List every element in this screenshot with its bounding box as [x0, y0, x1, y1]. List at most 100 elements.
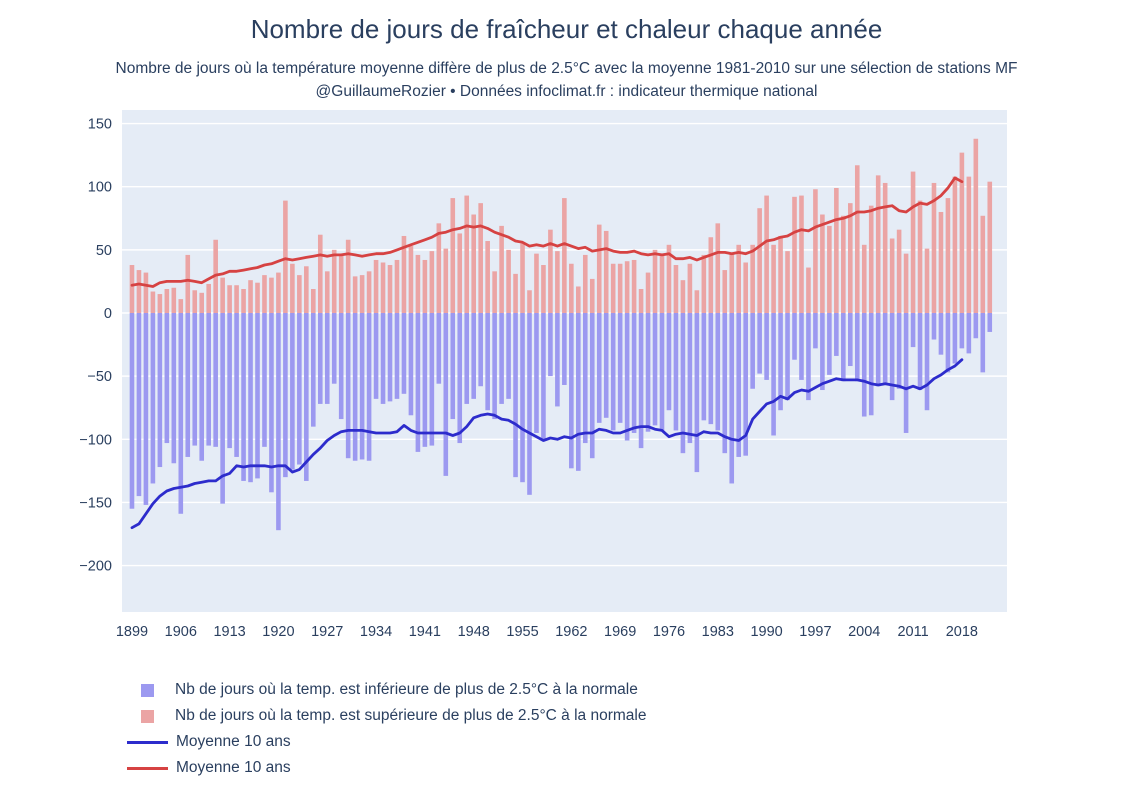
- bar-cool-days: [987, 313, 993, 332]
- bar-cool-days: [806, 313, 811, 401]
- bar-cool-days: [394, 313, 400, 399]
- legend-label: Nb de jours où la temp. est supérieure d…: [175, 707, 647, 724]
- bar-cool-days: [520, 313, 525, 483]
- bar-cool-days: [562, 313, 567, 385]
- bar-warm-days: [820, 214, 825, 313]
- line-warm-mean: [130, 176, 964, 288]
- legend-item-cool-days[interactable]: Nb de jours où la temp. est inférieure d…: [127, 680, 638, 700]
- x-tick-label: 1976: [653, 624, 685, 640]
- bar-cool-days: [757, 313, 762, 374]
- warm-bar-swatch-icon: [141, 709, 154, 723]
- bar-warm-days: [973, 138, 979, 313]
- bar-cool-days: [875, 313, 881, 387]
- bar-cool-days: [694, 313, 700, 473]
- bar-cool-days: [506, 313, 511, 399]
- bar-warm-days: [687, 263, 693, 313]
- y-tick-label: −150: [79, 495, 112, 511]
- bar-warm-days: [924, 248, 930, 313]
- bar-warm-days: [638, 289, 644, 313]
- legend-item-warm-days[interactable]: Nb de jours où la temp. est supérieure d…: [127, 706, 646, 726]
- bar-warm-days: [220, 277, 225, 313]
- warm-line-swatch-icon: [127, 766, 168, 770]
- bar-warm-days: [485, 241, 490, 313]
- bar-cool-days: [136, 313, 142, 497]
- bar-cool-days: [457, 313, 463, 444]
- bar-cool-days: [896, 313, 902, 389]
- y-tick-label: 0: [104, 306, 112, 322]
- bar-warm-days: [241, 289, 246, 313]
- bar-cool-days: [192, 313, 198, 446]
- bar-cool-days: [617, 313, 623, 423]
- bar-cool-days: [610, 313, 616, 431]
- bar-cool-days: [673, 313, 679, 431]
- bar-cool-days: [541, 313, 546, 441]
- x-tick-label: 1969: [604, 624, 636, 640]
- bar-warm-days: [541, 265, 546, 313]
- x-tick-label: 1962: [555, 624, 587, 640]
- bar-cool-days: [262, 313, 267, 447]
- bar-cool-days: [255, 313, 260, 479]
- bar-warm-days: [610, 263, 616, 313]
- bar-warm-days: [910, 171, 916, 313]
- bar-warm-days: [701, 254, 707, 313]
- bar-warm-days: [150, 291, 156, 313]
- bar-cool-days: [304, 313, 309, 481]
- legend-item-warm-mean[interactable]: Moyenne 10 ans: [127, 758, 291, 778]
- bar-warm-days: [178, 299, 184, 313]
- bar-cool-days: [443, 313, 449, 476]
- x-tick-label: 1899: [116, 624, 148, 640]
- x-tick-label: 1997: [799, 624, 831, 640]
- bar-warm-days: [854, 165, 860, 313]
- bar-cool-days: [171, 313, 177, 464]
- bar-cool-days: [338, 313, 344, 420]
- bar-warm-days: [945, 198, 951, 313]
- bar-warm-days: [722, 270, 728, 313]
- bar-warm-days: [917, 200, 923, 313]
- x-tick-label: 1920: [262, 624, 294, 640]
- bar-cool-days: [429, 313, 435, 446]
- chart-subtitle-line2: @GuillaumeRozier • Données infoclimat.fr…: [315, 83, 818, 100]
- x-tick-label: 2004: [848, 624, 880, 640]
- x-tick-label: 1906: [165, 624, 197, 640]
- bar-warm-days: [338, 254, 344, 313]
- bar-warm-days: [157, 294, 163, 313]
- bar-warm-days: [750, 244, 755, 313]
- bar-warm-days: [680, 280, 686, 313]
- bar-warm-days: [938, 211, 944, 313]
- bar-warm-days: [694, 290, 700, 313]
- bar-cool-days: [485, 313, 490, 411]
- plot-area-svg: 150 100 50 0 −50 −100 −150 −200 1899 1906 1913 1920…: [79, 110, 1007, 640]
- bar-warm-days: [297, 275, 302, 313]
- bar-warm-days: [359, 275, 365, 313]
- bar-cool-days: [241, 313, 246, 481]
- bar-cool-days: [331, 313, 337, 384]
- bar-cool-days: [813, 313, 818, 349]
- bar-warm-days: [527, 290, 532, 313]
- bar-cool-days: [924, 313, 930, 411]
- bar-warm-days: [394, 259, 400, 313]
- bar-warm-days: [352, 276, 358, 313]
- bar-warm-days: [331, 249, 337, 313]
- bar-warm-days: [896, 229, 902, 313]
- bar-warm-days: [987, 181, 993, 313]
- bar-cool-days: [750, 313, 755, 389]
- bar-warm-days: [889, 238, 895, 313]
- bar-cool-days: [317, 313, 323, 404]
- bar-cool-days: [917, 313, 923, 391]
- bar-warm-days: [478, 203, 483, 313]
- bar-warm-days: [785, 251, 790, 313]
- bar-warm-days: [310, 289, 316, 313]
- cool-bar-swatch-icon: [141, 683, 154, 697]
- bar-cool-days: [861, 313, 867, 417]
- bar-cool-days: [157, 313, 163, 468]
- bar-warm-days: [401, 235, 407, 313]
- bar-warm-days: [171, 287, 177, 313]
- bar-cool-days: [164, 313, 170, 444]
- bar-warm-days: [582, 254, 588, 313]
- legend-item-cool-mean[interactable]: Moyenne 10 ans: [127, 732, 291, 752]
- bar-warm-days: [596, 224, 602, 313]
- y-tick-label: 50: [96, 243, 112, 259]
- bar-warm-days: [373, 259, 379, 313]
- bar-warm-days: [834, 187, 839, 313]
- cool-line-swatch-icon: [127, 740, 168, 744]
